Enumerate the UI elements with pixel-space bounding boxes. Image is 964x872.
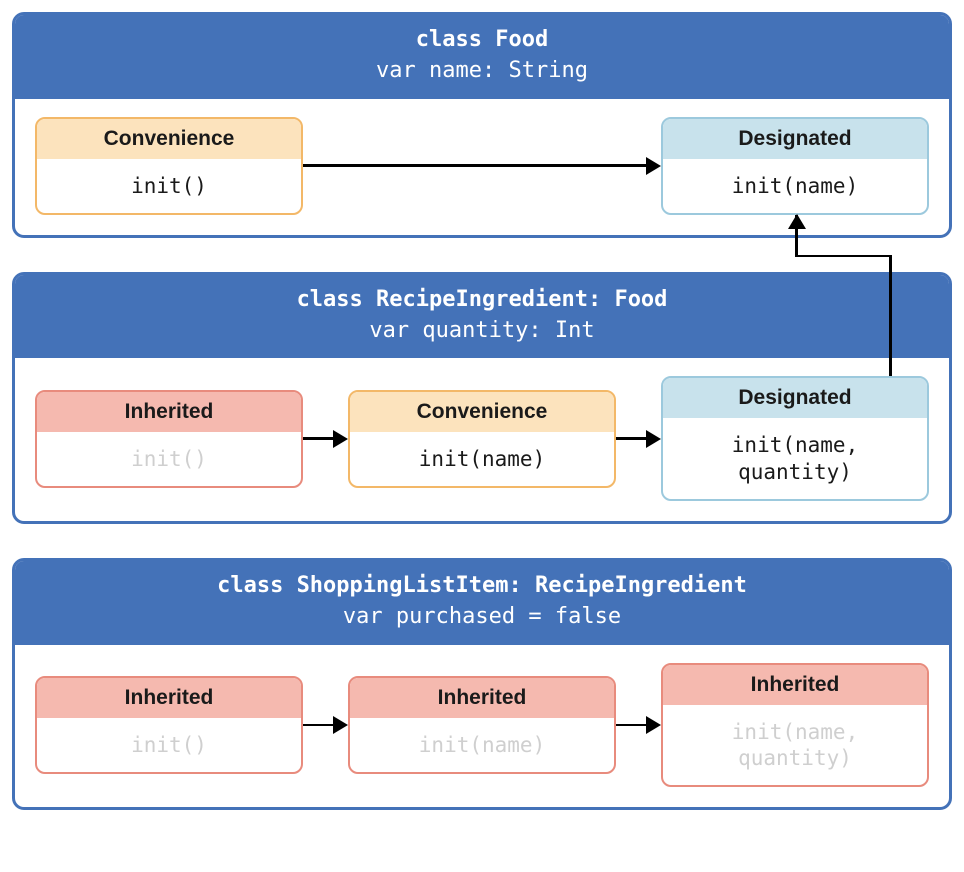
arrow-line <box>616 724 647 727</box>
class-spacer <box>12 238 952 272</box>
class-body: Inheritedinit() Convenienceinit(name) Desi… <box>15 358 949 521</box>
init-signature: init() <box>37 718 301 772</box>
arrow-right-icon <box>616 429 661 449</box>
arrow-line <box>616 437 647 440</box>
init-signature: init(name) <box>350 432 614 486</box>
diagram-root: class Foodvar name: StringConvenienceini… <box>12 12 952 810</box>
init-kind-label: Designated <box>663 378 927 418</box>
arrow-right-icon <box>303 156 661 176</box>
arrow-head-icon <box>333 716 348 734</box>
arrow-right-icon <box>303 715 348 735</box>
init-kind-label: Convenience <box>350 392 614 432</box>
init-signature: init() <box>37 159 301 213</box>
init-kind-label: Designated <box>663 119 927 159</box>
init-box-designated: Designatedinit(name) <box>661 117 929 215</box>
class-title: class Food <box>15 25 949 56</box>
arrow-head-icon <box>646 430 661 448</box>
class-header: class RecipeIngredient: Foodvar quantity… <box>15 275 949 359</box>
init-box-inherited: Inheritedinit(name) <box>348 676 616 774</box>
init-box-inherited: Inheritedinit(name,quantity) <box>661 663 929 788</box>
init-kind-label: Inherited <box>350 678 614 718</box>
init-signature: init(name,quantity) <box>663 705 927 786</box>
arrow-line <box>303 437 334 440</box>
init-signature: init(name) <box>350 718 614 772</box>
class-box: class ShoppingListItem: RecipeIngredient… <box>12 558 952 810</box>
arrow-head-icon <box>646 157 661 175</box>
init-kind-label: Inherited <box>663 665 927 705</box>
init-signature: init() <box>37 432 301 486</box>
init-signature: init(name) <box>663 159 927 213</box>
class-body: Inheritedinit()Inheritedinit(name)Inheri… <box>15 645 949 808</box>
init-box-designated: Designatedinit(name,quantity) <box>661 376 929 501</box>
class-subtitle: var purchased = false <box>15 602 949 633</box>
class-title: class ShoppingListItem: RecipeIngredient <box>15 571 949 602</box>
class-subtitle: var quantity: Int <box>15 316 949 347</box>
class-title: class RecipeIngredient: Food <box>15 285 949 316</box>
init-kind-label: Inherited <box>37 392 301 432</box>
init-box-convenience: Convenienceinit(name) <box>348 390 616 488</box>
class-header: class Foodvar name: String <box>15 15 949 99</box>
class-header: class ShoppingListItem: RecipeIngredient… <box>15 561 949 645</box>
arrow-head-icon <box>646 716 661 734</box>
init-kind-label: Inherited <box>37 678 301 718</box>
arrow-right-icon <box>616 715 661 735</box>
arrow-line <box>303 164 647 167</box>
class-subtitle: var name: String <box>15 56 949 87</box>
arrow-line <box>303 724 334 727</box>
arrow-head-icon <box>333 430 348 448</box>
init-kind-label: Convenience <box>37 119 301 159</box>
class-spacer <box>12 524 952 558</box>
init-signature: init(name,quantity) <box>663 418 927 499</box>
arrow-right-icon <box>303 429 348 449</box>
init-box-inherited: Inheritedinit() <box>35 676 303 774</box>
class-box: class RecipeIngredient: Foodvar quantity… <box>12 272 952 524</box>
init-box-inherited: Inheritedinit() <box>35 390 303 488</box>
init-box-convenience: Convenienceinit() <box>35 117 303 215</box>
class-body: Convenienceinit() Designatedinit(name) <box>15 99 949 235</box>
class-box: class Foodvar name: StringConvenienceini… <box>12 12 952 238</box>
